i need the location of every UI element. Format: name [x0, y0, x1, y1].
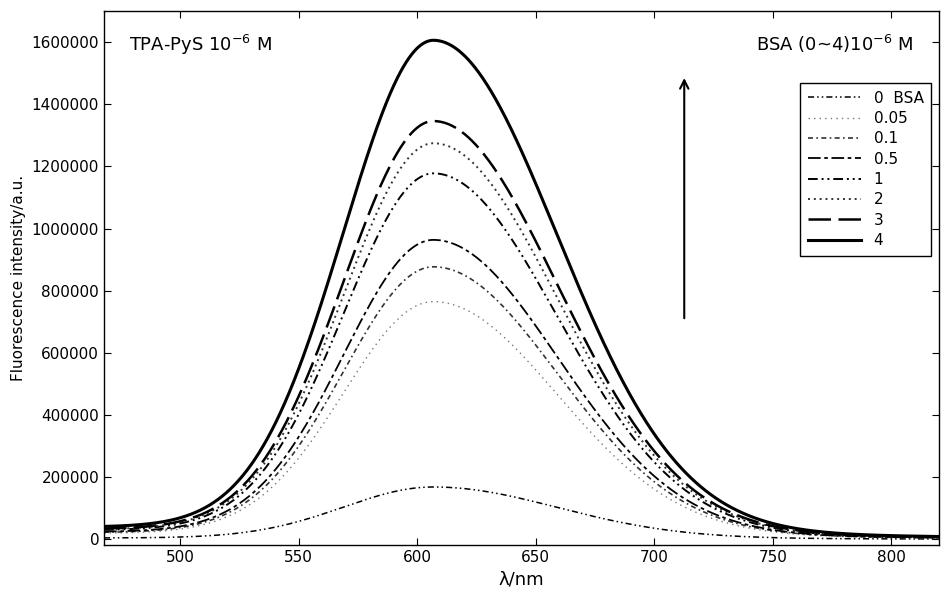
X-axis label: λ/nm: λ/nm	[499, 571, 544, 589]
Text: TPA-PyS 10$^{-6}$ M: TPA-PyS 10$^{-6}$ M	[129, 32, 272, 56]
Y-axis label: Fluorescence intensity/a.u.: Fluorescence intensity/a.u.	[11, 175, 26, 382]
Text: BSA (0~4)10$^{-6}$ M: BSA (0~4)10$^{-6}$ M	[756, 32, 914, 55]
Legend: 0  BSA, 0.05, 0.1, 0.5, 1, 2, 3, 4: 0 BSA, 0.05, 0.1, 0.5, 1, 2, 3, 4	[800, 83, 931, 256]
